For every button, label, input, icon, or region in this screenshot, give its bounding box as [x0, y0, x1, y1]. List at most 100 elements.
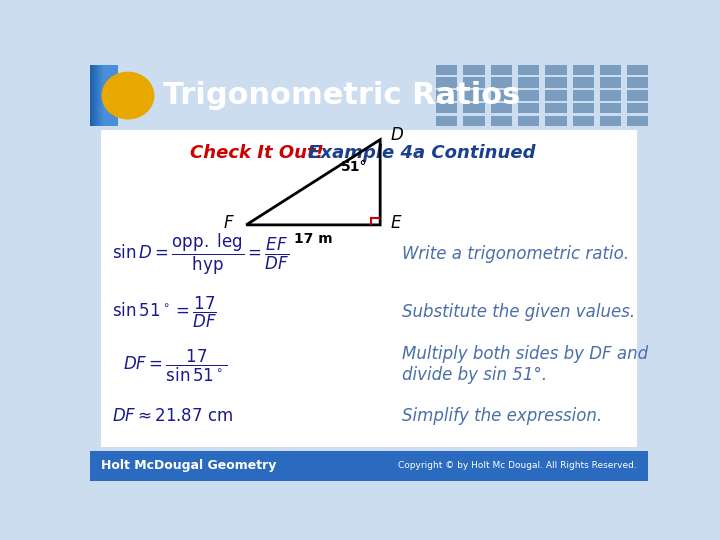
- Bar: [94, 65, 109, 126]
- Bar: [463, 103, 485, 113]
- Bar: [98, 65, 112, 126]
- Bar: [627, 116, 649, 126]
- Bar: [94, 65, 109, 126]
- Bar: [490, 90, 512, 100]
- Bar: [102, 65, 116, 126]
- Bar: [101, 65, 115, 126]
- Bar: [101, 65, 116, 126]
- Bar: [572, 116, 594, 126]
- Bar: [94, 65, 108, 126]
- Bar: [90, 65, 105, 126]
- Ellipse shape: [102, 72, 155, 119]
- Text: Copyright © by Holt Mc Dougal. All Rights Reserved.: Copyright © by Holt Mc Dougal. All Right…: [398, 461, 637, 470]
- Bar: [518, 103, 539, 113]
- Bar: [95, 65, 109, 126]
- Text: Trigonometric Ratios: Trigonometric Ratios: [163, 81, 520, 110]
- Bar: [627, 90, 649, 100]
- Bar: [518, 90, 539, 100]
- Text: 17 m: 17 m: [294, 232, 333, 246]
- Bar: [100, 65, 114, 126]
- Bar: [490, 116, 512, 126]
- Bar: [600, 103, 621, 113]
- Bar: [627, 77, 649, 87]
- Bar: [490, 77, 512, 87]
- Bar: [101, 65, 115, 126]
- Bar: [96, 65, 111, 126]
- Text: Holt McDougal Geometry: Holt McDougal Geometry: [101, 459, 276, 472]
- Bar: [545, 64, 567, 75]
- Bar: [91, 65, 106, 126]
- Bar: [97, 65, 112, 126]
- Bar: [91, 65, 107, 126]
- Text: Example 4a Continued: Example 4a Continued: [302, 144, 536, 163]
- Text: $DF \approx 21.87\ \mathrm{cm}$: $DF \approx 21.87\ \mathrm{cm}$: [112, 407, 233, 425]
- Bar: [92, 65, 107, 126]
- Text: F: F: [224, 214, 233, 232]
- Bar: [490, 103, 512, 113]
- Bar: [545, 103, 567, 113]
- Bar: [600, 116, 621, 126]
- Bar: [600, 77, 621, 87]
- Text: Simplify the expression.: Simplify the expression.: [402, 407, 603, 425]
- Text: 51°: 51°: [341, 160, 368, 174]
- Bar: [96, 65, 110, 126]
- Bar: [100, 65, 114, 126]
- Bar: [436, 90, 457, 100]
- Bar: [463, 77, 485, 87]
- Text: $\sin D=\dfrac{\mathrm{opp.\ leg}}{\mathrm{hyp}}=\dfrac{EF}{DF}$: $\sin D=\dfrac{\mathrm{opp.\ leg}}{\math…: [112, 231, 289, 276]
- Text: D: D: [390, 126, 403, 145]
- Bar: [600, 64, 621, 75]
- Bar: [463, 90, 485, 100]
- Text: $DF=\dfrac{17}{\sin 51^\circ}$: $DF=\dfrac{17}{\sin 51^\circ}$: [124, 348, 228, 384]
- Bar: [99, 65, 113, 126]
- Bar: [90, 451, 648, 481]
- Bar: [103, 65, 117, 126]
- Bar: [463, 116, 485, 126]
- Bar: [545, 90, 567, 100]
- Bar: [96, 65, 111, 126]
- Bar: [97, 65, 112, 126]
- Text: Multiply both sides by DF and: Multiply both sides by DF and: [402, 345, 649, 363]
- Bar: [102, 65, 117, 126]
- Bar: [99, 65, 114, 126]
- Bar: [436, 64, 457, 75]
- Bar: [436, 103, 457, 113]
- Bar: [436, 116, 457, 126]
- Bar: [94, 65, 108, 126]
- Text: Check It Out!: Check It Out!: [190, 144, 324, 163]
- Bar: [572, 77, 594, 87]
- Bar: [103, 65, 118, 126]
- Bar: [93, 65, 108, 126]
- Bar: [572, 90, 594, 100]
- Bar: [95, 65, 109, 126]
- Bar: [518, 64, 539, 75]
- Text: Write a trigonometric ratio.: Write a trigonometric ratio.: [402, 245, 629, 263]
- Text: divide by sin 51°.: divide by sin 51°.: [402, 366, 548, 383]
- Bar: [545, 116, 567, 126]
- Text: $\sin 51^\circ=\dfrac{17}{DF}$: $\sin 51^\circ=\dfrac{17}{DF}$: [112, 295, 217, 330]
- Bar: [101, 131, 636, 447]
- Bar: [90, 65, 104, 126]
- Bar: [572, 103, 594, 113]
- Bar: [99, 65, 114, 126]
- Bar: [91, 65, 105, 126]
- Bar: [102, 65, 117, 126]
- Bar: [600, 90, 621, 100]
- Bar: [92, 65, 107, 126]
- Bar: [572, 64, 594, 75]
- Bar: [518, 77, 539, 87]
- Bar: [490, 64, 512, 75]
- Bar: [627, 64, 649, 75]
- Bar: [463, 64, 485, 75]
- Bar: [91, 65, 106, 126]
- Bar: [96, 65, 110, 126]
- Bar: [436, 77, 457, 87]
- Bar: [102, 65, 117, 126]
- Text: Substitute the given values.: Substitute the given values.: [402, 303, 636, 321]
- Bar: [93, 65, 107, 126]
- Bar: [627, 103, 649, 113]
- Bar: [104, 65, 118, 126]
- Text: E: E: [390, 214, 401, 232]
- Bar: [98, 65, 112, 126]
- Bar: [99, 65, 113, 126]
